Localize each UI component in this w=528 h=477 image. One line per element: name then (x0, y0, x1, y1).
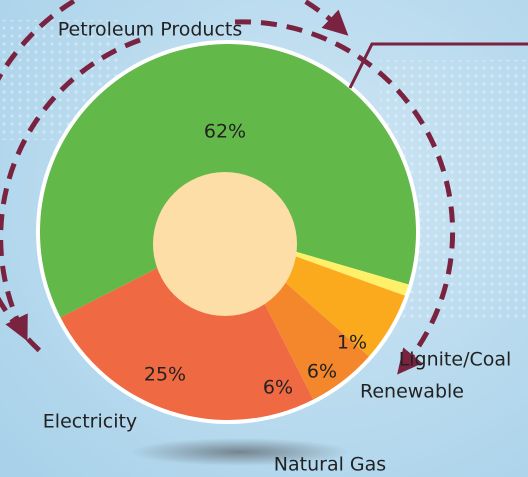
category-label: Renewable (360, 381, 464, 403)
dashed-arrow (234, 19, 456, 375)
category-label: Natural Gas (274, 454, 386, 476)
category-label: Petroleum Products (58, 19, 243, 41)
value-label: 25% (144, 364, 186, 386)
value-label: 62% (204, 121, 246, 143)
value-label: 6% (263, 377, 293, 399)
pie-shadow (130, 438, 350, 466)
value-label: 6% (307, 361, 337, 383)
donut-hole (153, 172, 297, 316)
value-label: 1% (337, 332, 367, 354)
category-label: Electricity (43, 411, 137, 433)
pointer-line (348, 42, 528, 89)
category-label: Lignite/Coal (399, 349, 512, 371)
dashed-arrow (0, 0, 349, 353)
